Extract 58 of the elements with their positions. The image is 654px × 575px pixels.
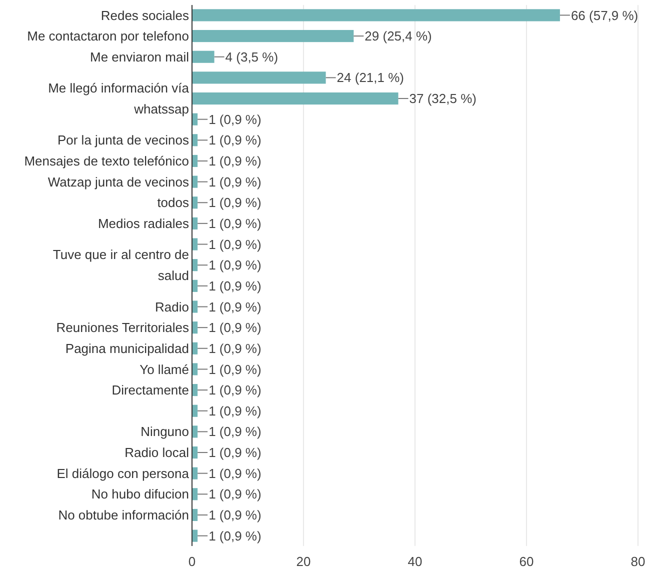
data-label: 1 (0,9 %) [208, 299, 262, 314]
data-label: 29 (25,4 %) [364, 28, 432, 44]
x-tick-label: 40 [408, 554, 422, 569]
bar [192, 92, 398, 105]
data-label: 1 (0,9 %) [208, 154, 262, 169]
y-tick-label: No obtube información [58, 508, 189, 523]
y-tick-label: Me llegó información vía whatssap [48, 80, 190, 117]
bar [192, 50, 214, 63]
y-tick-label: Me contactaron por telefono [27, 28, 189, 44]
y-tick-label: Tuve que ir al centro de salud [52, 247, 189, 284]
data-label: 1 (0,9 %) [208, 445, 262, 460]
y-tick-label: Medios radiales [98, 216, 190, 231]
data-label: 1 (0,9 %) [208, 466, 262, 481]
data-label: 1 (0,9 %) [208, 382, 262, 398]
y-tick-label: Pagina municipalidad [65, 340, 189, 356]
y-tick-label: todos [157, 195, 190, 210]
data-label: 1 (0,9 %) [208, 340, 262, 356]
y-tick-label: El diálogo con persona [56, 466, 190, 481]
x-tick-label: 0 [188, 554, 196, 569]
data-label: 1 (0,9 %) [208, 403, 262, 418]
data-label: 1 (0,9 %) [208, 320, 262, 336]
data-label: 1 (0,9 %) [208, 236, 262, 252]
y-tick-label: Radio local [124, 445, 190, 460]
x-tick-label: 80 [630, 554, 646, 569]
y-tick-label: Yo llamé [140, 362, 189, 377]
bar [192, 300, 198, 313]
data-label: 1 (0,9 %) [208, 195, 262, 210]
data-label: 1 (0,9 %) [208, 174, 262, 190]
data-label: 1 (0,9 %) [208, 258, 262, 273]
data-label: 1 (0,9 %) [208, 112, 262, 127]
data-label: 1 (0,9 %) [208, 216, 262, 231]
data-label: 24 (21,1 %) [336, 70, 404, 86]
y-tick-label: Me enviaron mail [90, 49, 190, 64]
bar [192, 30, 354, 42]
y-tick-label: Directamente [112, 382, 189, 398]
y-tick-label: Ninguno [140, 424, 189, 440]
y-tick-label: No hubo difucion [91, 486, 189, 502]
x-tick-label: 60 [519, 554, 534, 569]
y-tick-label: Reuniones Territoriales [56, 320, 190, 336]
y-tick-label: Watzap junta de vecinos [48, 174, 190, 190]
data-label: 1 (0,9 %) [208, 424, 262, 440]
data-label: 1 (0,9 %) [208, 362, 262, 377]
bar [192, 72, 326, 84]
data-label: 66 (57,9 %) [570, 8, 638, 23]
data-label: 1 (0,9 %) [208, 132, 262, 148]
data-label: 37 (32,5 %) [409, 91, 476, 106]
x-tick-label: 20 [296, 554, 311, 569]
y-tick-label: Mensajes de texto telefónico [24, 154, 189, 169]
bar [192, 9, 560, 22]
bar [192, 238, 198, 250]
y-tick-label: Redes sociales [100, 8, 190, 23]
data-label: 1 (0,9 %) [208, 528, 262, 544]
y-tick-label: Por la junta de vecinos [57, 132, 190, 148]
data-label: 4 (3,5 %) [225, 49, 278, 64]
data-label: 1 (0,9 %) [208, 486, 262, 502]
data-label: 1 (0,9 %) [208, 278, 262, 294]
data-label: 1 (0,9 %) [208, 508, 262, 523]
y-tick-label: Radio [155, 299, 189, 314]
